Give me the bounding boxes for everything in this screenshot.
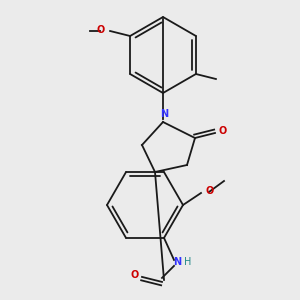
Text: N: N xyxy=(160,109,168,119)
Text: N: N xyxy=(173,257,181,267)
Text: O: O xyxy=(131,270,139,280)
Text: H: H xyxy=(184,257,192,267)
Text: O: O xyxy=(97,25,105,35)
Text: O: O xyxy=(219,126,227,136)
Text: O: O xyxy=(205,186,213,196)
